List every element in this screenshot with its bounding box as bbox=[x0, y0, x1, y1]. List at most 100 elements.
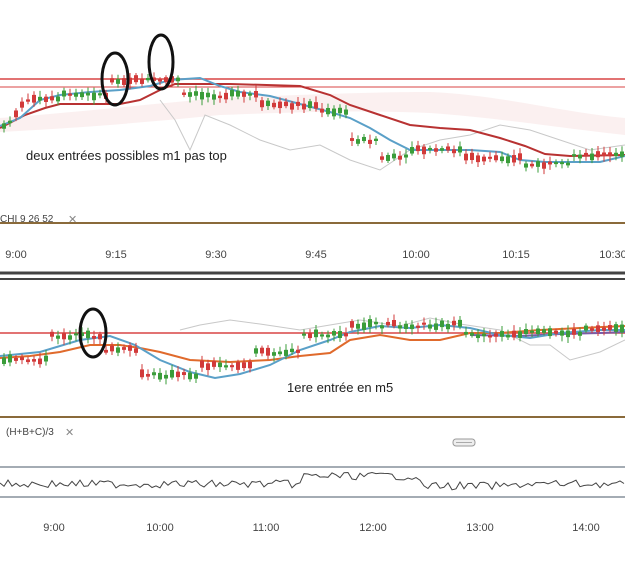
top-candle bbox=[50, 96, 54, 101]
kijun-line bbox=[0, 83, 625, 158]
top-candle bbox=[440, 148, 444, 151]
chikou-line bbox=[159, 99, 625, 171]
top-candle bbox=[188, 92, 192, 97]
top-candle bbox=[464, 153, 468, 161]
bottom-candle bbox=[2, 357, 6, 364]
bottom-candle bbox=[428, 324, 432, 329]
bottom-candle bbox=[374, 321, 378, 325]
top-candle bbox=[362, 136, 366, 142]
bottom-candle bbox=[554, 330, 558, 334]
top-candle bbox=[38, 96, 42, 101]
top-candle bbox=[380, 156, 384, 160]
top-candle bbox=[236, 90, 240, 97]
top-candle bbox=[254, 91, 258, 98]
ichimoku-cloud-bottom bbox=[179, 317, 625, 361]
bottom-candle bbox=[128, 345, 132, 351]
top-candle bbox=[542, 162, 546, 169]
top-axis-tick-label: 9:15 bbox=[105, 249, 127, 261]
top-candle bbox=[32, 94, 36, 103]
bottom-candle bbox=[176, 371, 180, 378]
top-candle bbox=[284, 101, 288, 107]
bottom-candle bbox=[26, 359, 30, 363]
bottom-candle bbox=[452, 320, 456, 326]
top-candle bbox=[206, 92, 210, 98]
bottom-candle bbox=[188, 372, 192, 380]
bottom-candle bbox=[440, 320, 444, 328]
top-axis-tick-label: 10:00 bbox=[402, 249, 430, 261]
top-candle bbox=[248, 93, 252, 96]
bottom-axis-tick-label: 12:00 bbox=[359, 522, 387, 534]
top-candle bbox=[410, 147, 414, 154]
bottom-candle bbox=[500, 331, 504, 337]
top-candle bbox=[356, 139, 360, 144]
bottom-candle bbox=[476, 334, 480, 339]
bottom-candle bbox=[98, 334, 102, 340]
bottom-candle bbox=[524, 329, 528, 335]
bottom-candle bbox=[74, 333, 78, 336]
top-candle bbox=[404, 154, 408, 158]
top-candle bbox=[80, 92, 84, 98]
bottom-candle bbox=[608, 325, 612, 330]
bottom-candle bbox=[578, 331, 582, 336]
top-candle bbox=[584, 152, 588, 156]
bottom-candle bbox=[194, 373, 198, 379]
bottom-candle bbox=[92, 336, 96, 339]
bottom-candle bbox=[338, 331, 342, 338]
bottom-candle bbox=[326, 334, 330, 338]
top-candle bbox=[182, 92, 186, 95]
bottom-candle bbox=[404, 323, 408, 329]
oscillator-line bbox=[0, 471, 625, 491]
top-candle bbox=[308, 101, 312, 109]
bottom-candle bbox=[140, 369, 144, 378]
bottom-candle bbox=[602, 327, 606, 331]
top-candle bbox=[374, 138, 378, 142]
top-candle bbox=[146, 77, 150, 81]
candles-bottom bbox=[2, 314, 624, 385]
bottom-candle bbox=[488, 335, 492, 338]
top-candle bbox=[164, 77, 168, 83]
top-candle bbox=[98, 93, 102, 96]
top-candle bbox=[566, 162, 570, 166]
bottom-candle bbox=[416, 325, 420, 328]
top-candle bbox=[560, 162, 564, 165]
bottom-candle bbox=[242, 362, 246, 369]
top-candle bbox=[20, 101, 24, 108]
top-candle bbox=[572, 154, 576, 157]
top-candle bbox=[224, 92, 228, 100]
bottom-candle bbox=[290, 348, 294, 353]
bottom-candle bbox=[284, 349, 288, 356]
top-candle bbox=[86, 92, 90, 96]
bottom-candle bbox=[518, 331, 522, 338]
top-candle bbox=[140, 78, 144, 84]
bottom-candle bbox=[458, 319, 462, 327]
bottom-candle bbox=[566, 330, 570, 338]
top-candle bbox=[344, 109, 348, 115]
bottom-candle bbox=[206, 363, 210, 371]
bottom-candle bbox=[56, 335, 60, 339]
top-candle bbox=[494, 155, 498, 161]
top-candle bbox=[332, 108, 336, 117]
top-candle bbox=[458, 146, 462, 153]
bottom-candle bbox=[614, 324, 618, 332]
bottom-candle bbox=[368, 319, 372, 328]
bottom-candle bbox=[386, 321, 390, 326]
close-icon-oscillator[interactable]: ✕ bbox=[65, 427, 75, 439]
top-candle bbox=[428, 147, 432, 151]
bottom-candle bbox=[506, 334, 510, 338]
bottom-candle bbox=[356, 323, 360, 329]
top-candle bbox=[110, 78, 114, 83]
top-candle bbox=[230, 90, 234, 97]
bottom-candle bbox=[350, 321, 354, 328]
top-candle bbox=[314, 102, 318, 109]
candles-top bbox=[2, 70, 624, 175]
bottom-axis-tick-label: 13:00 bbox=[466, 522, 494, 534]
close-icon[interactable]: ✕ bbox=[68, 214, 78, 226]
bottom-candle bbox=[590, 328, 594, 331]
bottom-candle bbox=[536, 328, 540, 335]
top-candle bbox=[74, 92, 78, 97]
top-candle bbox=[416, 145, 420, 152]
top-candle bbox=[302, 103, 306, 110]
top-candle bbox=[8, 120, 12, 124]
top-indicator-label: CHI 9 26 52 bbox=[0, 214, 54, 225]
